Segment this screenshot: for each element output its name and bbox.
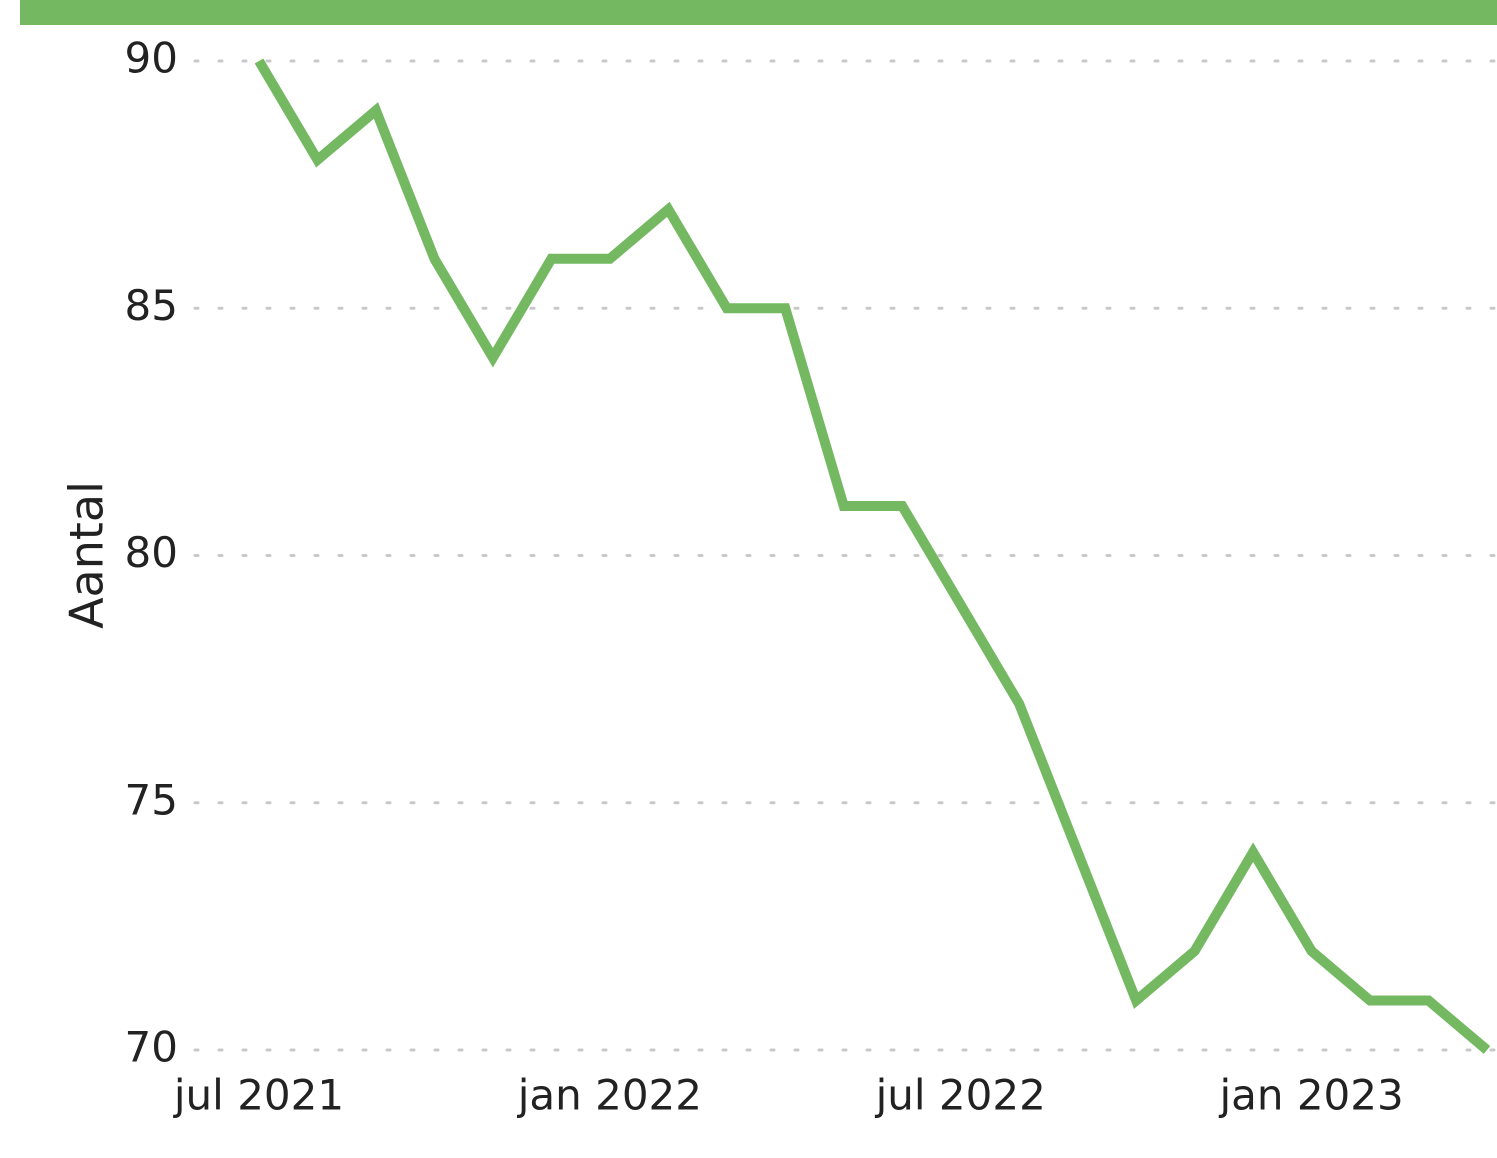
line: [254, 58, 1491, 1054]
x-tick-label: jul 2021: [173, 1071, 344, 1120]
x-tick-label: jan 2023: [1218, 1071, 1403, 1120]
x-tick-label: jan 2022: [517, 1071, 702, 1120]
header-bar: [20, 0, 1497, 25]
y-tick-label: 85: [125, 281, 178, 330]
y-axis-label: Aantal: [60, 481, 114, 629]
x-tick-label: jul 2022: [875, 1071, 1046, 1120]
y-tick-label: 90: [125, 34, 178, 83]
y-tick-label: 75: [125, 775, 178, 824]
y-tick-label: 80: [125, 528, 178, 577]
y-tick-label: 70: [125, 1023, 178, 1072]
